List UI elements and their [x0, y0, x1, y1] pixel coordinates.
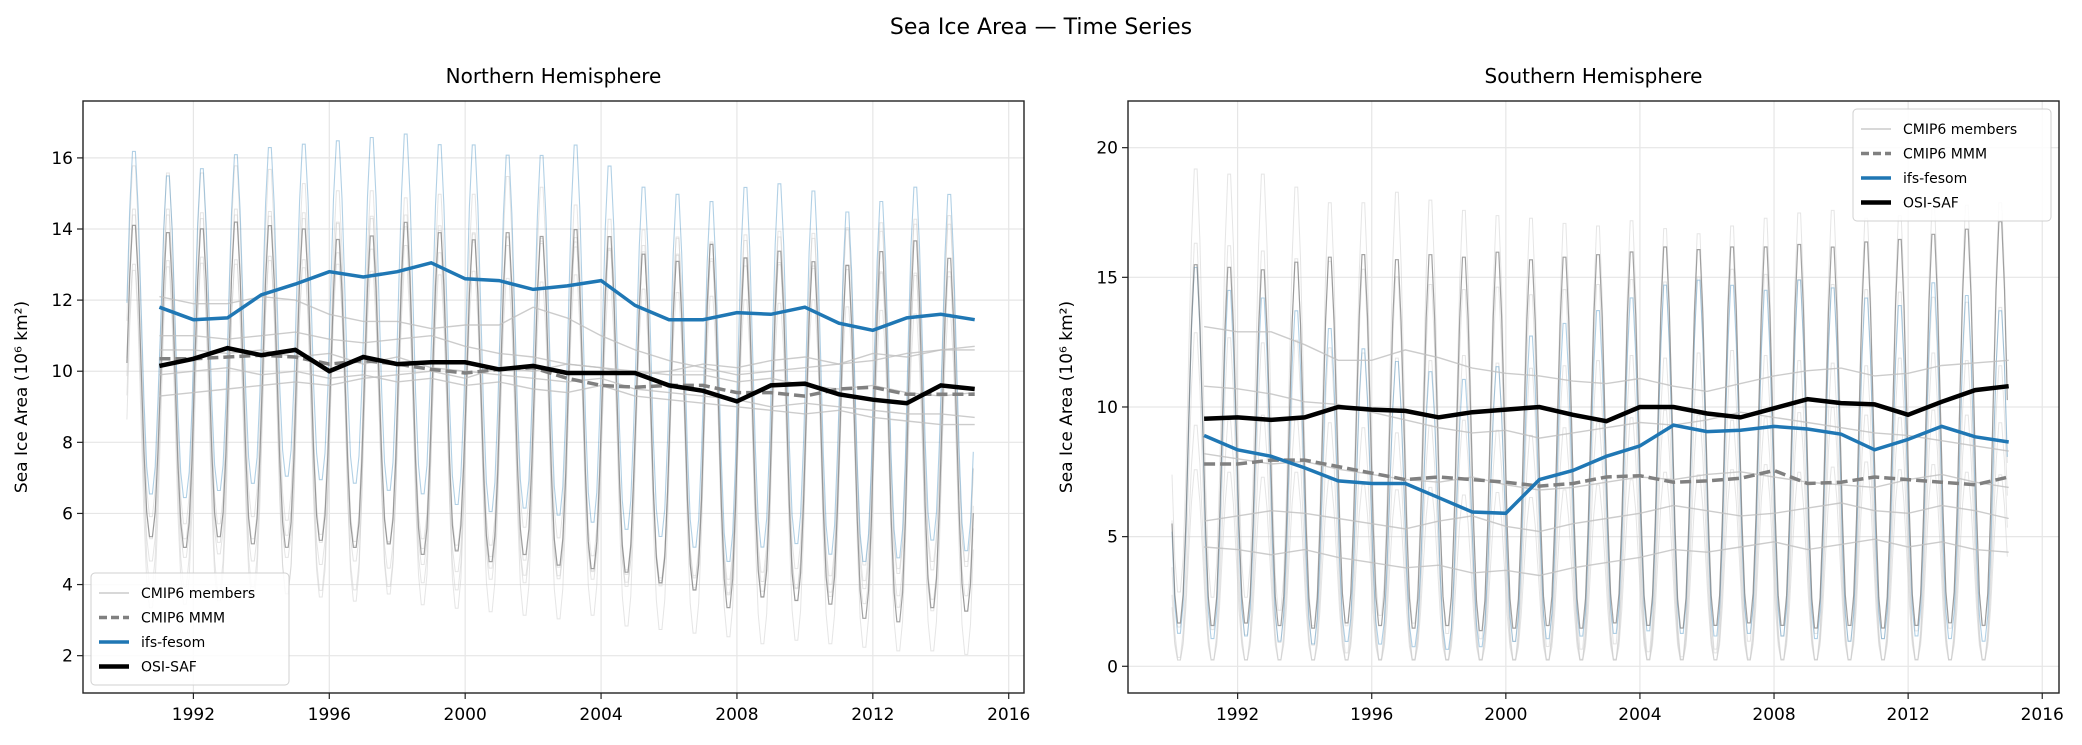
figure-title: Sea Ice Area — Time Series	[890, 15, 1192, 40]
y-tick-label: 14	[51, 220, 73, 240]
x-tick-label: 2000	[1484, 705, 1527, 725]
member-annual-line	[1203, 502, 2009, 533]
x-tick-label: 1996	[1350, 705, 1393, 725]
x-tick-label: 2004	[1618, 705, 1661, 725]
legend-entry-osi-saf: OSI-SAF	[1861, 196, 1959, 212]
southern-hemisphere-panel: 1992 1996 2000 2004 2008 2012 2016 0 5 10 15 20 Sout…	[1057, 64, 2064, 725]
x-tick-label: 1992	[172, 705, 215, 725]
y-tick-label: 10	[1096, 398, 1118, 418]
x-tick-label: 2008	[715, 705, 758, 725]
legend-label: OSI-SAF	[141, 660, 197, 676]
ifs-fesom-monthly-line	[126, 133, 974, 562]
y-axis-label: Sea Ice Area (10⁶ km²)	[12, 301, 32, 493]
y-tick-label: 4	[62, 576, 73, 596]
legend-entry-osi-saf: OSI-SAF	[99, 660, 197, 676]
x-tick-label: 2016	[987, 705, 1030, 725]
cmip6-mmm-annual-line	[159, 353, 975, 398]
legend-label: CMIP6 MMM	[1903, 147, 1987, 163]
legend-box	[1852, 108, 2052, 222]
member-annual-line	[1203, 453, 2009, 491]
osi-saf-annual-line	[158, 345, 975, 406]
osi-saf-annual-line	[1204, 383, 2009, 424]
member-annual-line	[159, 366, 975, 426]
y-axis-label: Sea Ice Area (10⁶ km²)	[1057, 301, 1077, 493]
x-tick-label: 1996	[308, 705, 351, 725]
member-monthly-line	[1171, 242, 2008, 660]
legend: CMIP6 members CMIP6 MMM ifs-fesom OSI-SAF	[90, 572, 290, 686]
legend-label: CMIP6 members	[141, 586, 255, 602]
legend-entry-cmip6-members: CMIP6 members	[99, 586, 255, 602]
member-monthly-line	[1171, 461, 2008, 661]
x-tick-label: 2012	[851, 705, 894, 725]
legend-label: ifs-fesom	[141, 635, 205, 651]
member-annual-line	[1203, 325, 2009, 393]
ifs-fesom-monthly-line	[1171, 266, 2008, 650]
x-tick-label: 2004	[579, 705, 622, 725]
plot-area	[1171, 168, 2010, 661]
ifs-fesom-annual-line	[1203, 423, 2009, 516]
legend-entry-cmip6-members: CMIP6 members	[1861, 122, 2017, 138]
legend-entry-cmip6-mmm: CMIP6 MMM	[1861, 147, 1987, 163]
x-tick-label: 2008	[1752, 705, 1795, 725]
northern-hemisphere-panel: 1992 1996 2000 2004 2008 2012 2016 2 4 6 8 10 12 14 16…	[12, 64, 1030, 725]
x-tick-label: 2016	[2021, 705, 2064, 725]
panel-title: Southern Hemisphere	[1485, 64, 1703, 88]
y-tick-label: 8	[62, 433, 73, 453]
member-annual-line	[1204, 385, 2009, 452]
y-tick-label: 20	[1096, 139, 1118, 159]
legend-entry-ifs-fesom: ifs-fesom	[1861, 171, 1967, 187]
panel-title: Northern Hemisphere	[446, 64, 662, 88]
legend-entry-ifs-fesom: ifs-fesom	[99, 635, 205, 651]
legend-entry-cmip6-mmm: CMIP6 MMM	[99, 611, 225, 627]
y-tick-label: 16	[51, 149, 73, 169]
legend-label: CMIP6 MMM	[141, 611, 225, 627]
legend-label: ifs-fesom	[1903, 171, 1967, 187]
member-annual-line	[1204, 538, 2009, 577]
axes-frame	[82, 100, 1025, 694]
x-tick-label: 2000	[444, 705, 487, 725]
y-tick-label: 12	[51, 291, 73, 311]
y-tick-label: 0	[1107, 657, 1118, 677]
x-tick-label: 2012	[1887, 705, 1930, 725]
axes-frame	[1127, 100, 2060, 694]
legend-label: CMIP6 members	[1903, 122, 2017, 138]
y-tick-label: 5	[1107, 528, 1118, 548]
y-tick-label: 15	[1096, 268, 1118, 288]
cmip6-mmm-monthly-line	[1171, 221, 2008, 632]
y-tick-label: 2	[62, 647, 73, 667]
cmip6-mmm-annual-line	[1204, 458, 2010, 488]
x-tick-label: 1992	[1216, 705, 1259, 725]
y-tick-label: 10	[51, 362, 73, 382]
legend-box	[90, 572, 290, 686]
legend: CMIP6 members CMIP6 MMM ifs-fesom OSI-SAF	[1852, 108, 2052, 222]
plot-area	[126, 133, 975, 655]
y-tick-label: 6	[62, 504, 73, 524]
legend-label: OSI-SAF	[1903, 196, 1959, 212]
member-annual-line	[159, 349, 975, 397]
ifs-fesom-annual-line	[158, 260, 975, 333]
cmip6-mmm-monthly-line	[126, 221, 974, 623]
